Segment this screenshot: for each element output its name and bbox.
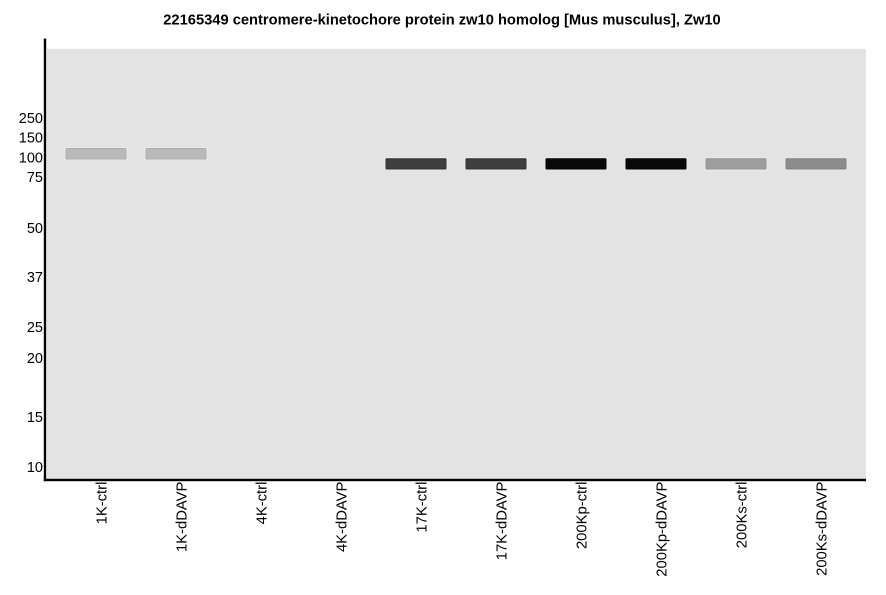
svg-text:17K-ctrl: 17K-ctrl	[414, 482, 430, 533]
svg-text:1K-ctrl: 1K-ctrl	[94, 482, 110, 525]
svg-text:37: 37	[27, 270, 43, 286]
svg-text:100: 100	[19, 151, 43, 167]
svg-text:4K-dDAVP: 4K-dDAVP	[334, 481, 350, 552]
svg-text:17K-dDAVP: 17K-dDAVP	[494, 481, 510, 560]
svg-text:10: 10	[27, 460, 43, 476]
svg-text:4K-ctrl: 4K-ctrl	[254, 482, 270, 525]
svg-text:250: 250	[19, 111, 43, 127]
svg-text:20: 20	[27, 351, 43, 367]
svg-text:75: 75	[27, 170, 43, 186]
svg-text:200Kp-dDAVP: 200Kp-dDAVP	[654, 481, 670, 576]
svg-text:200Kp-ctrl: 200Kp-ctrl	[574, 482, 590, 549]
svg-text:200Ks-dDAVP: 200Ks-dDAVP	[814, 481, 830, 575]
svg-text:1K-dDAVP: 1K-dDAVP	[174, 481, 190, 552]
svg-text:50: 50	[27, 221, 43, 237]
svg-text:200Ks-ctrl: 200Ks-ctrl	[734, 482, 750, 549]
svg-text:25: 25	[27, 320, 43, 336]
svg-text:150: 150	[19, 131, 43, 147]
svg-text:15: 15	[27, 410, 43, 426]
svg-text:22165349 centromere-kinetochor: 22165349 centromere-kinetochore protein …	[163, 13, 720, 29]
